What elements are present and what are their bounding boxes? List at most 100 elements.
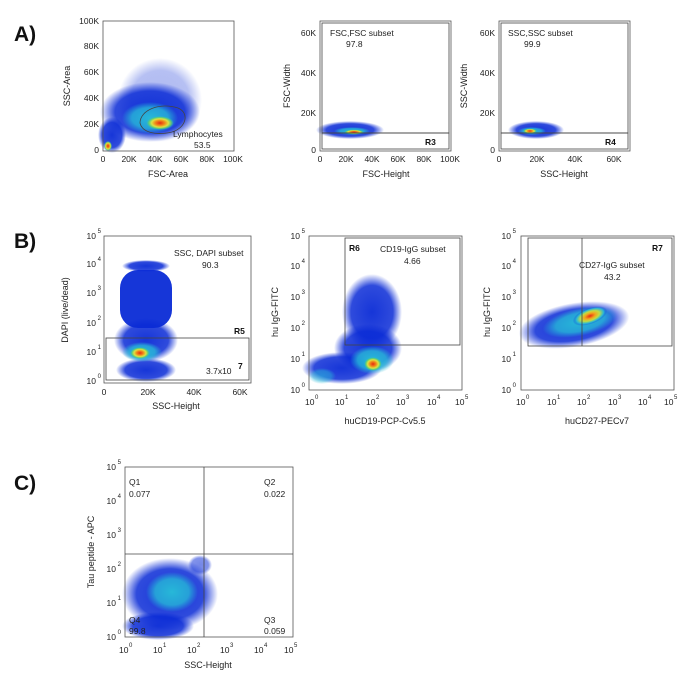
plot-a1-xtick: 40K xyxy=(147,154,162,164)
plot-b1-population-live-base xyxy=(116,358,176,382)
plot-b3-xtick: 10 xyxy=(608,397,618,407)
plot-a3-gate-name: SSC,SSC subset xyxy=(508,28,573,38)
plot-b1-xtick: 20K xyxy=(140,387,155,397)
plot-a3-xtick: 20K xyxy=(529,154,544,164)
plot-b2-population-negative-core xyxy=(308,368,336,384)
plot-a3-gate-value: 99.9 xyxy=(524,39,541,49)
plot-a1-density xyxy=(98,58,202,153)
plot-b1-gate-value: 90.3 xyxy=(202,260,219,270)
plot-b2-ytick: 10 xyxy=(291,292,301,302)
plot-b2-xtick-exp: 3 xyxy=(406,395,410,401)
plot-c1-xtick-exp: 4 xyxy=(264,643,268,649)
plot-b1-ytick-exp: 4 xyxy=(98,257,102,263)
plot-b2-ylabel: hu IgG-FITC xyxy=(270,286,280,337)
plot-b3-density xyxy=(518,301,630,349)
plot-b2-ytick-exp: 4 xyxy=(302,259,306,265)
plot-b3-gate-name: CD27-IgG subset xyxy=(579,260,645,270)
plot-b2-xtick-exp: 0 xyxy=(315,395,319,401)
plot-b1-population-dead xyxy=(120,270,172,328)
plot-c1-xtick-exp: 5 xyxy=(294,643,298,649)
plot-c1-population-base xyxy=(122,612,194,640)
plot-a1: Lymphocytes 53.5 0 20K 40K 60K 80K 100K … xyxy=(62,16,243,179)
plot-b3-xtick-exp: 5 xyxy=(674,395,678,401)
plot-b2-xtick: 10 xyxy=(366,397,376,407)
plot-b1-count-base: 3.7x10 xyxy=(206,366,232,376)
plot-a2-ytick: 60K xyxy=(301,28,316,38)
plot-c1: Q1 0.077 Q2 0.022 Q3 0.059 Q4 99.8 10 0 … xyxy=(86,460,298,670)
plot-b2-gate-name: CD19-IgG subset xyxy=(380,244,446,254)
plot-c1-xlabel: SSC-Height xyxy=(184,660,232,670)
plot-c1-ytick-exp: 0 xyxy=(118,630,122,636)
plot-a2-xtick: 60K xyxy=(390,154,405,164)
plot-c1-xtick: 10 xyxy=(254,645,264,655)
plot-b2-xlabel: huCD19-PCP-Cv5.5 xyxy=(344,416,425,426)
plot-a1-xtick: 100K xyxy=(223,154,243,164)
plot-b3-r7-gate xyxy=(527,237,673,347)
plot-a1-ytick: 80K xyxy=(84,41,99,51)
plot-b1-density xyxy=(114,260,178,382)
plot-b1-population-dead-top xyxy=(122,260,170,272)
plot-c1-xtick-exp: 0 xyxy=(129,643,133,649)
plot-b2-ytick-exp: 0 xyxy=(302,383,306,389)
plot-b3-ytick-exp: 3 xyxy=(513,290,517,296)
plot-b2-density xyxy=(302,274,402,384)
plot-b3: R7 CD27-IgG subset 43.2 10 0 10 1 10 2 1… xyxy=(482,229,678,426)
plot-a1-ytick: 100K xyxy=(79,16,99,26)
plot-b2: R6 CD19-IgG subset 4.66 10 0 10 1 10 2 1… xyxy=(270,229,469,426)
plot-a2-gate-value: 97.8 xyxy=(346,39,363,49)
plot-a2-ylabel: FSC-Width xyxy=(282,64,292,108)
plot-b3-region-label: R7 xyxy=(652,243,663,253)
plot-b2-ytick-exp: 3 xyxy=(302,290,306,296)
plot-a2-r3-gate xyxy=(321,132,450,150)
panel-letter-c: C) xyxy=(14,472,36,495)
plot-b2-frame xyxy=(308,235,463,391)
plot-b3-ytick: 10 xyxy=(502,292,512,302)
plot-b1-ylabel: DAPI (live/dead) xyxy=(60,277,70,343)
plot-c1-xtick: 10 xyxy=(153,645,163,655)
plot-b2-gate-value: 4.66 xyxy=(404,256,421,266)
plot-c1-q4-value: 99.8 xyxy=(129,626,146,636)
plot-b1-xtick: 40K xyxy=(186,387,201,397)
plot-a1-xlabel: FSC-Area xyxy=(148,169,188,179)
plot-b2-ytick-exp: 1 xyxy=(302,352,306,358)
plot-b1-population-live-peak xyxy=(130,347,150,359)
plot-b2-ytick: 10 xyxy=(291,323,301,333)
plot-a1-xtick: 20K xyxy=(121,154,136,164)
plot-a1-frame xyxy=(102,20,235,152)
plot-a3-density xyxy=(508,121,564,139)
plot-b1-ytick-exp: 3 xyxy=(98,286,102,292)
plot-c1-ytick-exp: 5 xyxy=(118,460,122,466)
plot-a2-ytick: 20K xyxy=(301,108,316,118)
plot-b3-xtick: 10 xyxy=(638,397,648,407)
plot-b1-xlabel: SSC-Height xyxy=(152,401,200,411)
plot-b3-xtick: 10 xyxy=(664,397,674,407)
plot-b2-xtick: 10 xyxy=(455,397,465,407)
plot-b1-ytick: 10 xyxy=(87,259,97,269)
plot-b3-ytick-exp: 1 xyxy=(513,352,517,358)
plot-b1-ytick-exp: 5 xyxy=(98,229,102,235)
plot-b2-xtick: 10 xyxy=(305,397,315,407)
plot-b2-xtick: 10 xyxy=(427,397,437,407)
plot-a3-xtick: 60K xyxy=(606,154,621,164)
plot-b2-ytick: 10 xyxy=(291,385,301,395)
plot-c1-xtick: 10 xyxy=(220,645,230,655)
plot-b3-xlabel: huCD27-PECv7 xyxy=(565,416,629,426)
plot-a1-ytick: 0 xyxy=(94,145,99,155)
plot-b2-xtick-exp: 5 xyxy=(465,395,469,401)
plot-a3-ytick: 20K xyxy=(480,108,495,118)
plot-a1-gate-value: 53.5 xyxy=(194,140,211,150)
plot-c1-ytick: 10 xyxy=(107,530,117,540)
plot-c1-density xyxy=(122,555,218,640)
plot-b3-ylabel: hu IgG-FITC xyxy=(482,286,492,337)
plot-b1-r5-gate xyxy=(105,337,250,381)
plot-a2-region-label: R3 xyxy=(425,137,436,147)
plot-b2-ytick: 10 xyxy=(291,354,301,364)
plot-a1-gate-name: Lymphocytes xyxy=(173,129,223,139)
plot-c1-ytick: 10 xyxy=(107,632,117,642)
plot-a3-frame xyxy=(498,20,631,152)
plot-a1-population-peak xyxy=(146,116,174,130)
plot-a2-xlabel: FSC-Height xyxy=(362,169,410,179)
plot-c1-ylabel: Tau peptide - APC xyxy=(86,515,96,588)
plot-c1-q2-label: Q2 xyxy=(264,477,276,487)
